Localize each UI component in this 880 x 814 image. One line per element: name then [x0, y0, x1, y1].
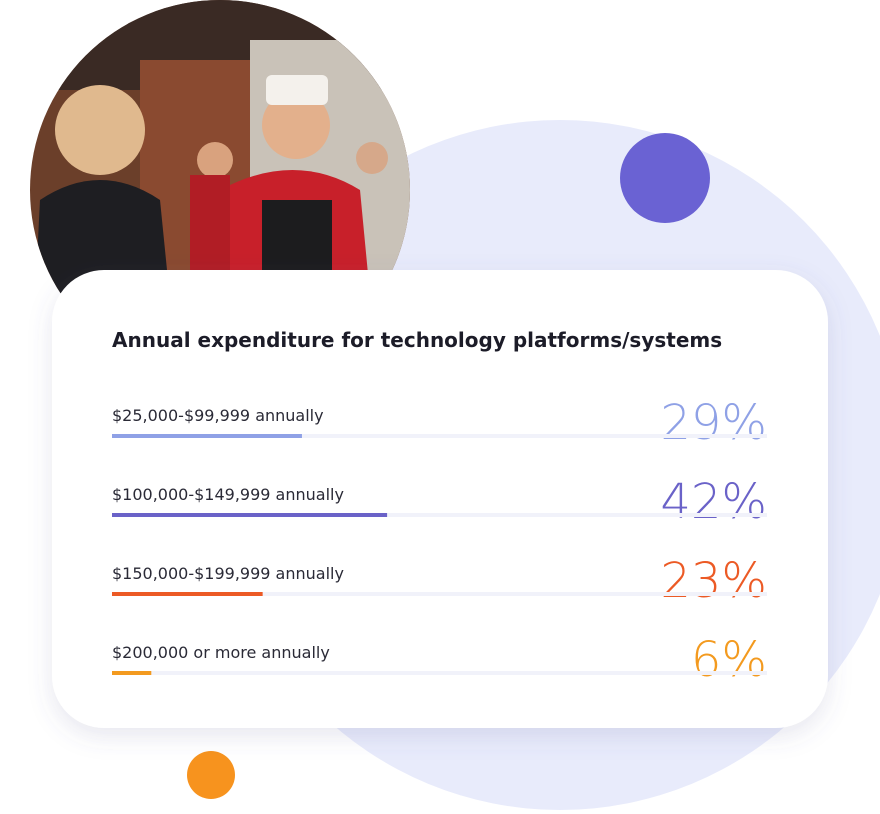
bar: [112, 434, 302, 438]
value-label: 42%: [660, 474, 767, 530]
bar-track: [112, 434, 767, 438]
bar-track: [112, 513, 767, 517]
category-label: $150,000-$199,999 annually: [112, 564, 344, 583]
accent-dot: [620, 133, 710, 223]
bar: [112, 671, 152, 675]
chart-title: Annual expenditure for technology platfo…: [112, 328, 722, 352]
value-label: 6%: [691, 632, 767, 688]
value-label: 29%: [660, 395, 767, 451]
bar-track: [112, 671, 767, 675]
category-label: $25,000-$99,999 annually: [112, 406, 324, 425]
value-label: 23%: [660, 553, 767, 609]
category-label: $200,000 or more annually: [112, 643, 330, 662]
bar: [112, 513, 388, 517]
bar-track: [112, 592, 767, 596]
accent-dot: [187, 751, 235, 799]
bar: [112, 592, 263, 596]
card: [52, 270, 828, 728]
category-label: $100,000-$149,999 annually: [112, 485, 344, 504]
